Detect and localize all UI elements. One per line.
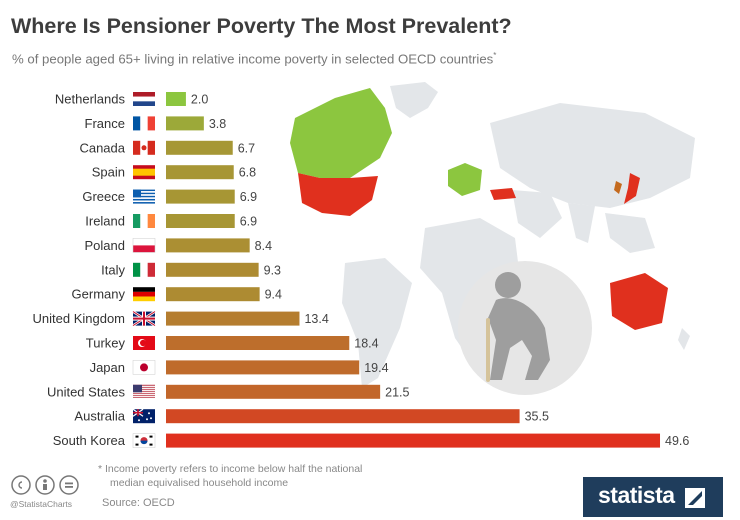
map-australia xyxy=(610,273,668,330)
flag-icon-south-korea xyxy=(132,433,156,448)
twitter-handle: @StatistaCharts xyxy=(10,499,73,509)
value-label-australia: 35.5 xyxy=(525,410,549,424)
value-label-italy: 9.3 xyxy=(264,263,281,277)
map-japan xyxy=(624,173,640,204)
category-label-spain: Spain xyxy=(92,165,125,180)
category-label-turkey: Turkey xyxy=(86,336,126,351)
flag-icon-netherlands xyxy=(133,92,155,106)
map-asia xyxy=(490,103,695,208)
value-label-turkey: 18.4 xyxy=(354,337,378,351)
value-label-japan: 19.4 xyxy=(364,361,388,375)
bar-greece xyxy=(166,189,235,204)
map-middle-east xyxy=(512,190,562,238)
flag-icon-turkey xyxy=(133,336,155,350)
flag-icon-poland xyxy=(132,238,156,253)
category-label-ireland: Ireland xyxy=(85,214,125,229)
footnote: * Income poverty refers to income below … xyxy=(98,462,458,490)
country-flags xyxy=(132,92,156,448)
map-southeast-asia xyxy=(605,213,655,253)
world-map-icon xyxy=(290,82,695,395)
category-label-greece: Greece xyxy=(82,189,125,204)
value-label-netherlands: 2.0 xyxy=(191,93,208,107)
value-label-united-kingdom: 13.4 xyxy=(304,312,328,326)
category-label-japan: Japan xyxy=(90,360,125,375)
value-label-canada: 6.7 xyxy=(238,141,255,155)
chart-subtitle: % of people aged 65+ living in relative … xyxy=(12,51,496,66)
flag-icon-canada xyxy=(133,140,155,155)
bar-turkey xyxy=(166,336,350,350)
flag-icon-france xyxy=(133,116,155,131)
bar-ireland xyxy=(166,214,235,228)
source-note: Source: OECD xyxy=(102,497,175,509)
category-labels: Netherlands France Canada Spain Greece Irelan… xyxy=(33,92,126,449)
flag-icon-italy xyxy=(133,262,155,277)
value-label-united-states: 21.5 xyxy=(385,385,409,399)
bar-france xyxy=(166,116,204,131)
category-label-australia: Australia xyxy=(74,409,125,424)
footnote-line-2: median equivalised household income xyxy=(110,477,289,489)
map-south-america xyxy=(342,258,412,388)
category-label-france: France xyxy=(85,116,125,131)
bar-south-korea xyxy=(166,433,661,448)
map-korea xyxy=(614,181,622,194)
brand-name: statista xyxy=(598,482,675,508)
map-new-zealand xyxy=(678,328,690,350)
footnote-line-1: * Income poverty refers to income below … xyxy=(98,463,363,475)
flag-icon-united-states xyxy=(133,384,155,399)
bars xyxy=(166,92,661,448)
category-label-germany: Germany xyxy=(72,287,126,302)
creative-commons-icon xyxy=(11,475,31,495)
value-label-poland: 8.4 xyxy=(255,239,272,253)
map-turkey xyxy=(490,188,516,200)
value-labels: 2.03.8 6.7 6.8 6.9 6.9 8.4 9.3 9.4 13.4 18.4 19.4 2… xyxy=(191,93,689,449)
statista-logo-icon xyxy=(685,488,705,508)
attribution-icon xyxy=(35,475,55,495)
value-label-ireland: 6.9 xyxy=(240,215,257,229)
bar-canada xyxy=(166,140,233,155)
category-label-netherlands: Netherlands xyxy=(55,92,126,107)
bar-united-states xyxy=(166,384,381,399)
value-label-greece: 6.9 xyxy=(240,190,257,204)
value-label-france: 3.8 xyxy=(209,117,226,131)
flag-icon-japan xyxy=(132,360,156,375)
category-label-united-kingdom: United Kingdom xyxy=(33,311,126,326)
bar-chart: Netherlands France Canada Spain Greece Irelan… xyxy=(33,92,690,449)
map-europe xyxy=(448,163,482,196)
license-badges xyxy=(11,475,79,495)
map-usa xyxy=(298,173,378,216)
category-label-canada: Canada xyxy=(79,140,125,155)
value-label-spain: 6.8 xyxy=(239,166,256,180)
bar-united-kingdom xyxy=(166,311,300,326)
bar-poland xyxy=(166,238,250,253)
value-label-germany: 9.4 xyxy=(265,288,282,302)
subtitle-footnote-mark: * xyxy=(493,51,497,60)
bar-japan xyxy=(166,360,360,375)
bar-australia xyxy=(166,409,520,424)
no-derivatives-icon xyxy=(59,475,79,495)
elderly-person-icon xyxy=(486,272,550,382)
bar-netherlands xyxy=(166,92,186,106)
flag-icon-ireland xyxy=(133,214,155,228)
flag-icon-greece xyxy=(133,189,155,204)
flag-icon-australia xyxy=(132,408,155,424)
bar-spain xyxy=(166,165,234,180)
flag-icon-united-kingdom xyxy=(132,310,156,327)
subtitle-text: % of people aged 65+ living in relative … xyxy=(12,51,494,67)
category-label-italy: Italy xyxy=(101,262,125,277)
map-greenland xyxy=(390,82,438,118)
category-label-united-states: United States xyxy=(47,384,126,399)
map-canada xyxy=(290,88,392,178)
map-india xyxy=(568,203,595,243)
chart-title: Where Is Pensioner Poverty The Most Prev… xyxy=(11,14,512,38)
bar-germany xyxy=(166,287,260,302)
flag-icon-spain xyxy=(133,165,155,180)
value-label-south-korea: 49.6 xyxy=(665,434,689,448)
category-label-south-korea: South Korea xyxy=(53,433,126,448)
category-label-poland: Poland xyxy=(85,238,125,253)
flag-icon-germany xyxy=(133,287,155,302)
bar-italy xyxy=(166,262,259,277)
